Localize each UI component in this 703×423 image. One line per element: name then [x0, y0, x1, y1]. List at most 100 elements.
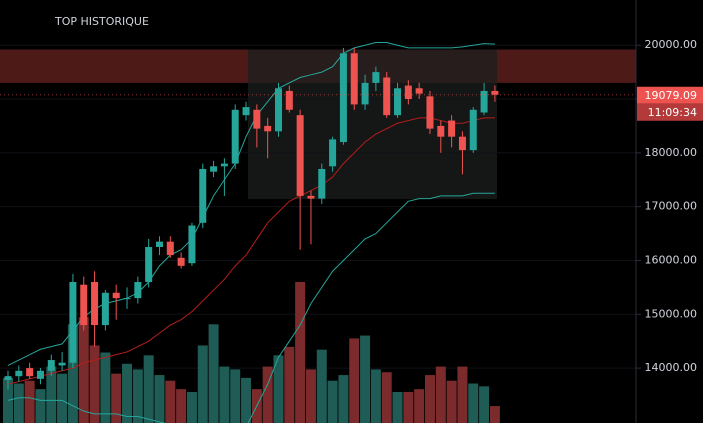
candle-body: [134, 282, 142, 299]
candle-body: [253, 109, 261, 129]
candle-body: [231, 109, 239, 164]
candle-body: [394, 88, 402, 116]
candle-body: [480, 90, 488, 113]
volume-bar: [35, 389, 46, 423]
volume-bar: [457, 366, 468, 423]
candle-body: [15, 370, 23, 377]
candle-body: [112, 292, 120, 299]
volume-bar: [305, 369, 316, 423]
candle-body: [275, 88, 282, 132]
volume-bar: [230, 369, 241, 423]
volume-bar: [295, 282, 306, 423]
volume-bar: [186, 391, 197, 423]
volume-bar: [262, 366, 273, 423]
candle-body: [458, 136, 466, 151]
candle-body: [166, 241, 174, 256]
volume-bar: [284, 346, 295, 423]
candle-body: [426, 96, 434, 129]
volume-bar: [89, 345, 100, 423]
volume-bar: [392, 391, 403, 423]
candle-body: [145, 247, 153, 282]
y-tick-label: 17000.00: [645, 200, 698, 213]
candle-body: [491, 90, 499, 95]
volume-bar: [143, 355, 154, 423]
volume-bar: [24, 380, 35, 423]
candle-body: [80, 284, 88, 326]
volume-bar: [435, 366, 446, 423]
candle-body: [339, 53, 347, 143]
candle-body: [404, 85, 412, 100]
candle-body: [4, 376, 12, 380]
volume-bar: [479, 386, 490, 423]
candle-body: [350, 53, 358, 105]
candle-body: [383, 77, 391, 116]
band-lower: [7, 192, 495, 423]
volume-bar: [46, 366, 57, 423]
y-tick-label: 15000.00: [645, 307, 698, 320]
candle-body: [123, 298, 131, 300]
volume-bar: [424, 375, 435, 423]
plot-area: [0, 42, 636, 423]
volume-bar: [219, 366, 230, 423]
candle-body: [220, 163, 228, 167]
volume-bar: [176, 389, 187, 423]
volume-bar: [327, 380, 338, 423]
y-tick-label: 16000.00: [645, 253, 698, 266]
volume-bar: [132, 369, 143, 423]
candle-body: [285, 90, 293, 110]
candle-body: [199, 168, 207, 223]
y-tick-label: 20000.00: [645, 38, 698, 51]
candle-body: [155, 241, 163, 248]
candle-body: [26, 368, 34, 377]
candle-body: [372, 72, 380, 83]
candle-body: [307, 195, 315, 199]
candle-body: [264, 125, 272, 132]
volume-bar: [67, 324, 78, 423]
last-price-label: 19079.09: [645, 89, 698, 102]
candle-body: [448, 120, 456, 137]
band-middle: [7, 117, 495, 385]
countdown-box: [637, 103, 703, 121]
candle-body: [91, 282, 99, 326]
volume-bar: [403, 391, 414, 423]
candle-body: [58, 362, 66, 366]
band-upper: [7, 42, 495, 366]
volume-bar: [13, 383, 24, 423]
candle-body: [101, 292, 109, 326]
range-box: [248, 49, 497, 200]
volume-bar: [122, 363, 133, 423]
candle-body: [188, 225, 196, 264]
volume-bar: [57, 373, 68, 423]
volume-bar: [414, 389, 425, 423]
volume-bar: [360, 335, 371, 423]
annotation: TOP HISTORIQUE: [54, 15, 149, 28]
candle-body: [69, 282, 77, 363]
candle-body: [415, 88, 423, 94]
volume-bar: [154, 375, 165, 423]
candle-body: [36, 370, 44, 379]
volume-bar: [370, 369, 381, 423]
candle-body: [329, 139, 337, 167]
candle-body: [242, 107, 250, 116]
volume-bar: [446, 380, 457, 423]
volume-bar: [273, 355, 284, 423]
volume-bar: [338, 375, 349, 423]
volume-bar: [165, 380, 176, 423]
y-tick-label: 18000.00: [645, 146, 698, 159]
volume-bar: [468, 383, 479, 423]
candle-body: [361, 82, 369, 105]
volume-bar: [349, 338, 360, 423]
candle-body: [469, 109, 477, 151]
volume-bar: [241, 377, 252, 423]
volume-bar: [208, 324, 219, 423]
volume-bar: [3, 377, 13, 423]
volume-bar: [78, 317, 89, 423]
y-tick-label: 14000.00: [645, 361, 698, 374]
candle-body: [47, 360, 55, 371]
volume-bar: [111, 373, 122, 423]
candle-body: [296, 115, 304, 196]
last-price-box: [637, 86, 703, 104]
volume-bar: [100, 352, 111, 423]
candle-body: [177, 257, 185, 266]
